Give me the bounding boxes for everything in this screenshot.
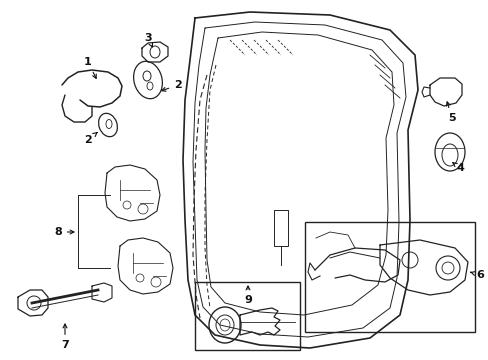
Text: 9: 9 [244, 286, 251, 305]
Text: 5: 5 [446, 102, 455, 123]
Text: 4: 4 [452, 163, 463, 173]
Text: 8: 8 [54, 227, 74, 237]
Text: 3: 3 [144, 33, 152, 47]
Bar [305, 222, 474, 332]
Text: 2: 2 [162, 80, 182, 91]
Text: 6: 6 [469, 270, 483, 280]
Text: 7: 7 [61, 324, 69, 350]
Text: 2: 2 [84, 132, 97, 145]
Bar [273, 210, 287, 246]
Text: 1: 1 [84, 57, 96, 78]
Bar [195, 282, 299, 350]
